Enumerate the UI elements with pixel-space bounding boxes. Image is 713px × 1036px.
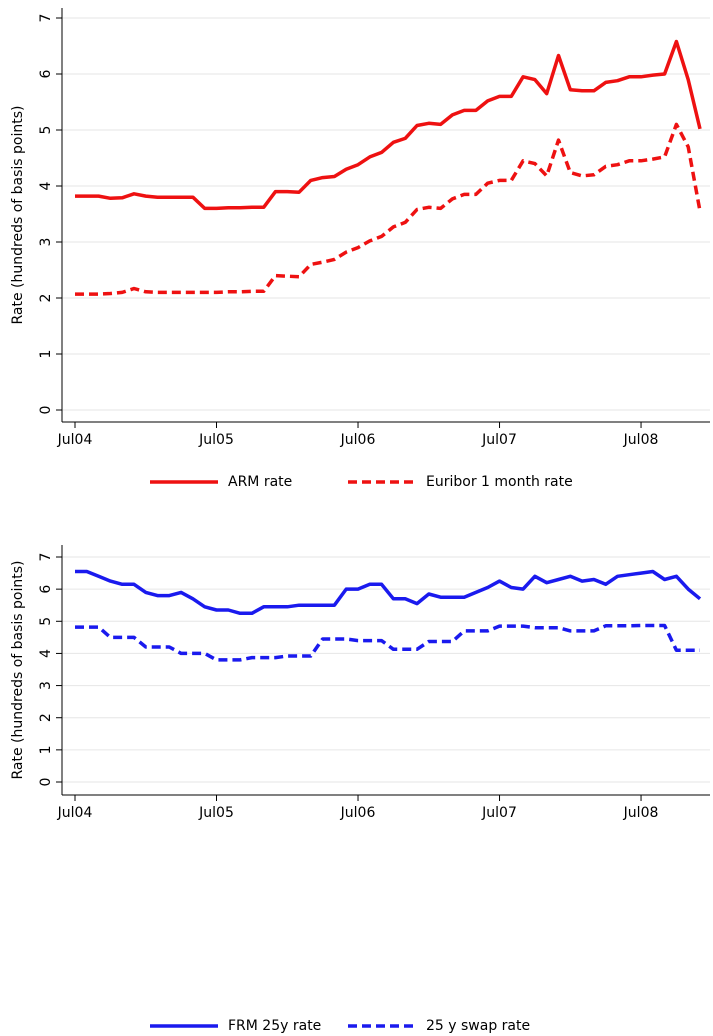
- y-tick-label: 4: [38, 649, 54, 658]
- x-tick-label: Jul05: [198, 432, 234, 448]
- y-axis-label: Rate (hundreds of basis points): [10, 560, 26, 779]
- x-tick-label: Jul07: [481, 805, 517, 821]
- legend-label: Euribor 1 month rate: [426, 474, 573, 490]
- x-tick-label: Jul05: [198, 805, 234, 821]
- x-tick-label: Jul07: [481, 432, 517, 448]
- legend-label: 25 y swap rate: [426, 1018, 530, 1034]
- legend-label: ARM rate: [228, 474, 292, 490]
- legend-label: FRM 25y rate: [228, 1018, 321, 1034]
- x-tick-label: Jul06: [340, 805, 376, 821]
- x-tick-label: Jul08: [623, 805, 659, 821]
- y-tick-label: 4: [38, 181, 54, 190]
- y-tick-label: 2: [38, 713, 54, 722]
- series-line: [75, 569, 702, 616]
- y-tick-label: 3: [38, 238, 54, 247]
- y-tick-label: 5: [38, 126, 54, 135]
- y-axis-label: Rate (hundreds of basis points): [10, 105, 26, 324]
- series-line: [75, 122, 702, 296]
- x-tick-label: Jul04: [57, 805, 93, 821]
- y-tick-label: 1: [38, 745, 54, 754]
- y-tick-label: 6: [38, 585, 54, 594]
- y-tick-label: 0: [38, 778, 54, 787]
- y-tick-label: 5: [38, 617, 54, 626]
- series-line: [75, 623, 700, 662]
- y-tick-label: 3: [38, 681, 54, 690]
- x-tick-label: Jul06: [340, 432, 376, 448]
- y-tick-label: 6: [38, 69, 54, 78]
- x-tick-label: Jul04: [57, 432, 93, 448]
- y-tick-label: 0: [38, 406, 54, 415]
- y-tick-label: 2: [38, 294, 54, 303]
- x-tick-label: Jul08: [623, 432, 659, 448]
- y-tick-label: 7: [38, 553, 54, 562]
- series-line: [75, 39, 702, 211]
- y-tick-label: 7: [38, 14, 54, 23]
- y-tick-label: 1: [38, 350, 54, 359]
